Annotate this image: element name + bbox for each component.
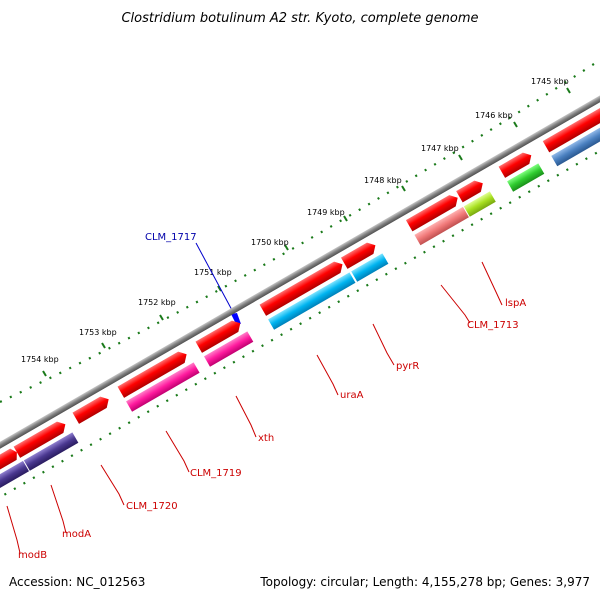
kbp-tick-mark [513, 121, 518, 128]
summary-text: Topology: circular; Length: 4,155,278 bp… [259, 575, 590, 589]
clm-1717-arrow [231, 313, 241, 324]
gene-arrow-modA [13, 421, 66, 458]
kbp-tick-mark [401, 185, 406, 192]
feature-clm-1713 [414, 206, 469, 246]
gene-arrow-next-2 [542, 103, 600, 153]
feature-green [507, 163, 545, 192]
accession-text: Accession: NC_012563 [9, 575, 145, 589]
feature-lspA [463, 191, 496, 217]
gene-track [0, 84, 600, 507]
kbp-tick-label: 1751 kbp [194, 268, 232, 277]
leader-modB [6, 505, 21, 554]
kbp-ticks: 1745 kbp 1746 kbp 1747 kbp 1748 kbp 1749… [21, 77, 571, 377]
label-clm-1720: CLM_1720 [126, 501, 178, 512]
kbp-tick-mark [284, 244, 289, 251]
feature-clm-1719 [126, 362, 200, 412]
label-modA: modA [62, 529, 91, 540]
label-modB: modB [18, 550, 47, 561]
gene-arrow-modB [0, 448, 17, 480]
kbp-tick-mark [159, 314, 164, 321]
label-uraA: uraA [340, 390, 364, 401]
kbp-tick-mark [217, 285, 222, 292]
kbp-tick-mark [101, 342, 106, 349]
kbp-tick-label: 1745 kbp [531, 77, 569, 86]
clm-1717-marker: CLM_1717 [145, 232, 241, 324]
kbp-tick-label: 1753 kbp [79, 328, 117, 337]
kbp-tick-label: 1754 kbp [21, 355, 59, 364]
leader-clm-1713 [440, 284, 471, 324]
feature-xth [203, 331, 254, 367]
kbp-tick-label: 1752 kbp [138, 298, 176, 307]
feature-modB [0, 460, 29, 494]
feature-steel [551, 115, 600, 167]
kbp-tick-mark [343, 215, 348, 222]
leader-clm-1720 [100, 464, 125, 506]
feature-uraA [268, 272, 356, 330]
gene-arrow-clm-1713 [405, 195, 458, 232]
gene-arrow-uraA [259, 261, 343, 316]
gene-arrow-xth [195, 320, 241, 353]
clm-1717-leader [195, 242, 234, 313]
gene-labels: lspA CLM_1713 pyrR uraA xth CLM_1719 CLM… [18, 298, 526, 561]
label-clm-1713: CLM_1713 [467, 320, 519, 331]
leader-lspA [481, 261, 503, 306]
kbp-tick-mark [42, 370, 47, 377]
genome-backbone [0, 84, 600, 470]
feature-strand [0, 115, 600, 494]
gene-arrow-clm-1719 [117, 351, 187, 398]
label-clm-1719: CLM_1719 [190, 468, 242, 479]
gene-arrow-clm-1720 [72, 396, 109, 424]
label-lspA: lspA [505, 298, 526, 309]
leader-pyrR [372, 323, 395, 366]
kbp-tick-mark [458, 154, 463, 161]
gene-arrow-lspA [456, 180, 483, 203]
kbp-tick-mark [566, 87, 571, 94]
kbp-tick-label: 1747 kbp [421, 144, 459, 153]
leader-clm-1719 [165, 430, 190, 473]
label-xth: xth [258, 433, 274, 444]
map-title: Clostridium botulinum A2 str. Kyoto, com… [121, 11, 478, 26]
kbp-tick-label: 1746 kbp [475, 111, 513, 120]
kbp-tick-label: 1748 kbp [364, 176, 402, 185]
feature-modA [23, 432, 79, 471]
kbp-tick-label: 1750 kbp [251, 238, 289, 247]
leader-uraA [316, 354, 339, 396]
gene-leaders [6, 261, 503, 554]
gene-arrow-next-1 [498, 152, 532, 178]
clm-1717-label: CLM_1717 [145, 232, 197, 243]
leader-modA [50, 484, 67, 534]
kbp-tick-label: 1749 kbp [307, 208, 345, 217]
leader-xth [235, 395, 257, 438]
label-pyrR: pyrR [396, 361, 419, 372]
gene-arrow-pyrR [340, 242, 376, 269]
forward-strand [0, 103, 600, 480]
feature-pyrR [351, 253, 389, 282]
